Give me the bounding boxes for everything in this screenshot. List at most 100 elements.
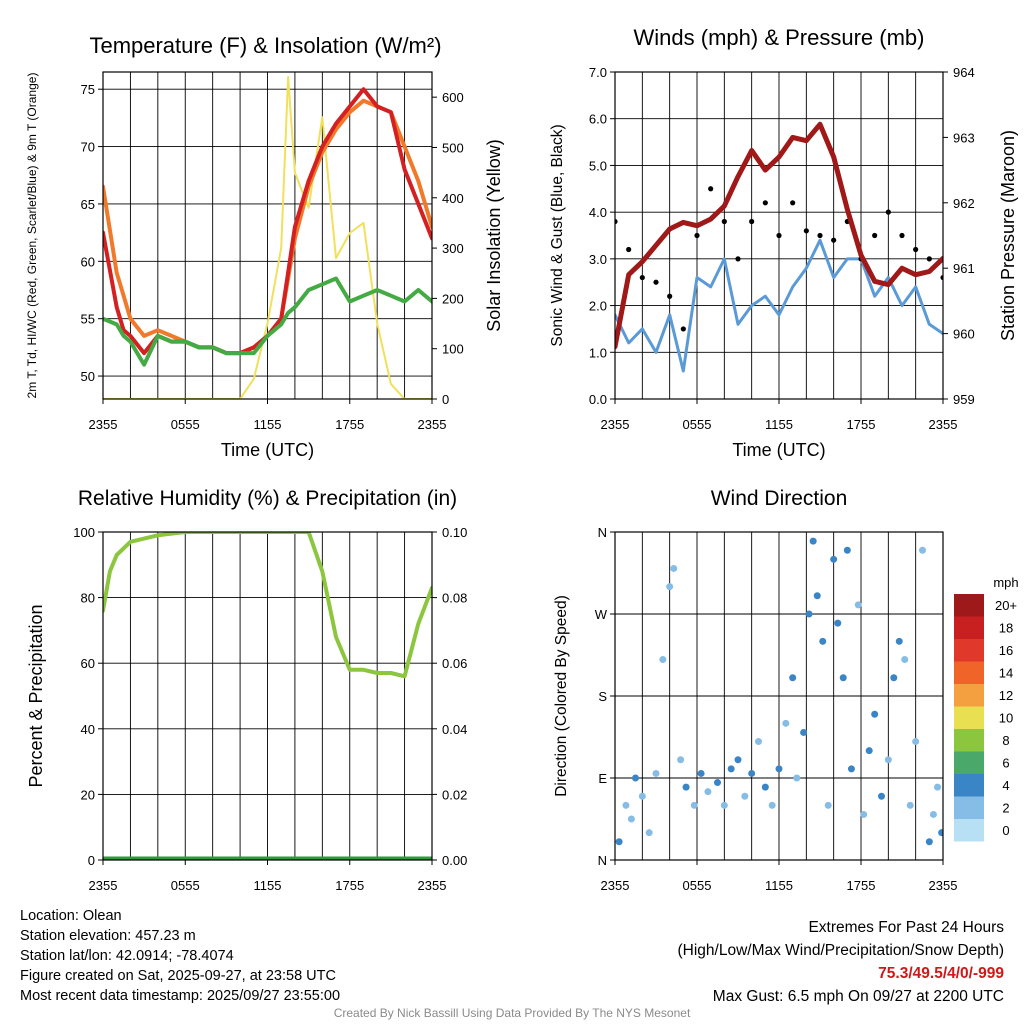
direction-point <box>697 769 705 777</box>
direction-point <box>839 674 847 682</box>
gust-point <box>831 237 837 243</box>
y2-tick-label: 0.00 <box>442 853 467 868</box>
gust-point <box>749 218 755 225</box>
x-tick-label: 0555 <box>171 417 200 432</box>
x-tick-label: 1755 <box>335 878 364 893</box>
x-tick-label: 1155 <box>254 878 282 893</box>
y-tick-label: 100 <box>73 525 95 540</box>
x-tick-label: 2355 <box>89 417 118 432</box>
y-axis-label: Sonic Wind & Gust (Blue, Black) <box>549 124 566 346</box>
x-tick-label: 1155 <box>254 417 282 432</box>
legend-swatch <box>954 661 984 684</box>
y-axis-label: 2m T, Td, HI/WC (Red, Green, Scarlet/Blu… <box>25 73 39 399</box>
gust-point <box>680 326 686 332</box>
direction-point <box>834 619 842 627</box>
direction-point <box>847 765 855 773</box>
legend-title: mph <box>993 575 1018 590</box>
y-tick-label: 5.0 <box>589 158 607 173</box>
series-line-station-pressure <box>615 121 943 350</box>
gust-point <box>639 274 645 281</box>
y-tick-label: 6.0 <box>589 112 607 127</box>
y-tick-label: E <box>598 771 607 786</box>
station-latlon: Station lat/lon: 42.0914; -78.4074 <box>20 948 234 964</box>
y-axis-label: Direction (Colored By Speed) <box>553 595 570 797</box>
chart-direction: Wind Direction N E S W N 2355 0555 1155 1755 2355 D… <box>553 487 1019 893</box>
direction-point <box>677 756 685 764</box>
x-axis-label: Time (UTC) <box>221 440 314 460</box>
gust-point <box>926 256 932 262</box>
direction-point <box>919 546 926 554</box>
y-axis-label: Percent & Precipitation <box>26 604 46 787</box>
y-tick-label: 80 <box>81 591 95 606</box>
y2-tick-label: 300 <box>442 241 464 256</box>
gust-point <box>940 274 943 281</box>
plot-frame <box>614 71 944 400</box>
y2-tick-label: 963 <box>953 130 975 145</box>
gust-point <box>626 246 632 253</box>
legend-label: 6 <box>1002 756 1009 771</box>
legend-label: 14 <box>999 666 1013 681</box>
plot-area <box>615 121 943 373</box>
y-tick-label: 60 <box>81 656 95 671</box>
direction-point <box>782 719 790 727</box>
y-tick-label: 55 <box>81 312 95 327</box>
direction-point <box>622 801 630 809</box>
direction-point <box>690 801 698 809</box>
direction-point <box>645 829 653 837</box>
x-tick-label: 1755 <box>847 417 876 432</box>
legend-swatch <box>954 639 984 662</box>
direction-point <box>934 783 942 791</box>
plot-frame <box>102 71 433 400</box>
plot-area <box>103 76 432 399</box>
plot-area <box>615 537 943 846</box>
y2-tick-label: 0.04 <box>442 722 467 737</box>
x-tick-label: 0555 <box>683 417 712 432</box>
direction-point <box>659 656 667 664</box>
y2-tick-label: 962 <box>953 196 975 211</box>
most-recent-timestamp: Most recent data timestamp: 2025/09/27 2… <box>20 988 341 1004</box>
extremes-legend: (High/Low/Max Wind/Precipitation/Snow De… <box>677 942 1005 959</box>
y2-tick-label: 100 <box>442 342 464 357</box>
y-tick-label: 4.0 <box>589 205 607 220</box>
direction-point <box>871 710 879 718</box>
y2-tick-label: 960 <box>953 327 975 342</box>
y-tick-label: 0.0 <box>589 392 607 407</box>
x-tick-label: 1155 <box>765 878 793 893</box>
x-tick-label: 2355 <box>929 417 958 432</box>
direction-point <box>805 610 813 618</box>
x-tick-label: 2355 <box>418 878 447 893</box>
chart-temperature: Temperature (F) & Insolation (W/m²) 50 55 6… <box>25 33 504 460</box>
x-tick-label: 2355 <box>601 417 630 432</box>
gust-point <box>885 209 891 215</box>
y-tick-label: 0 <box>88 853 95 868</box>
gust-point <box>615 218 618 225</box>
x-axis-label: Time (UTC) <box>732 440 825 460</box>
y2-tick-label: 500 <box>442 140 464 155</box>
direction-point <box>929 810 937 818</box>
y-tick-label: 70 <box>81 140 95 155</box>
legend-swatch <box>954 594 984 617</box>
legend-label: 10 <box>999 711 1013 726</box>
y2-tick-label: 200 <box>442 291 464 306</box>
chart-title: Wind Direction <box>711 487 848 510</box>
gust-point <box>721 218 727 225</box>
extremes-box: Extremes For Past 24 Hours (High/Low/Max… <box>678 916 1005 1008</box>
gust-point <box>803 228 809 234</box>
direction-point <box>714 779 721 787</box>
chart-title: Temperature (F) & Insolation (W/m²) <box>89 33 441 58</box>
direction-point <box>682 783 690 791</box>
x-tick-label: 2355 <box>418 417 447 432</box>
legend-label: 4 <box>1002 778 1009 793</box>
gust-point <box>790 200 796 206</box>
x-tick-label: 0555 <box>683 878 712 893</box>
chart-winds: Winds (mph) & Pressure (mb) 0.0 1.0 2.0 3.0 4… <box>549 25 1018 460</box>
y2-tick-label: 959 <box>953 392 975 407</box>
series-line-sonic-wind <box>615 238 943 373</box>
y-tick-label: W <box>595 607 608 622</box>
direction-point <box>748 769 756 777</box>
legend-swatch <box>954 796 984 819</box>
legend-swatch <box>954 706 984 729</box>
direction-point <box>768 801 776 809</box>
gust-point <box>653 279 659 285</box>
